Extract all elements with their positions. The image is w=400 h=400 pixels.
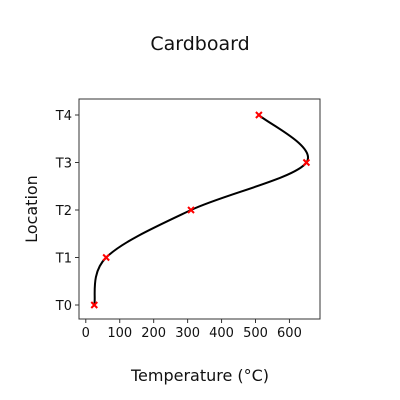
- x-tick-label: 400: [209, 326, 234, 341]
- series-line: [93, 114, 310, 306]
- data-point-marker: [255, 111, 263, 119]
- y-tick-label: T2: [55, 204, 72, 219]
- x-tick-label: 100: [107, 326, 132, 341]
- x-axis-label: Temperature (°C): [130, 366, 269, 385]
- data-point-marker: [102, 253, 110, 262]
- y-tick-label: T3: [55, 157, 72, 172]
- chart-title: Cardboard: [150, 33, 249, 55]
- x-tick-label: 600: [277, 326, 302, 341]
- y-axis-label: Location: [22, 175, 41, 243]
- data-point-marker: [302, 158, 311, 167]
- x-axis: 0 100 200 300 400 500 600: [82, 319, 302, 341]
- x-tick-label: 500: [243, 326, 268, 341]
- y-tick-label: T0: [55, 299, 72, 314]
- x-tick-label: 0: [82, 326, 90, 341]
- plot-frame: [78, 98, 321, 320]
- x-tick-label: 300: [175, 326, 200, 341]
- data-point-marker: [90, 301, 98, 309]
- series-markers: [90, 111, 311, 309]
- x-tick-label: 200: [141, 326, 166, 341]
- y-tick-label: T4: [55, 109, 72, 124]
- data-point-marker: [187, 206, 195, 214]
- y-axis: T0 T1 T2 T3 T4: [55, 109, 79, 314]
- y-tick-label: T1: [55, 252, 72, 267]
